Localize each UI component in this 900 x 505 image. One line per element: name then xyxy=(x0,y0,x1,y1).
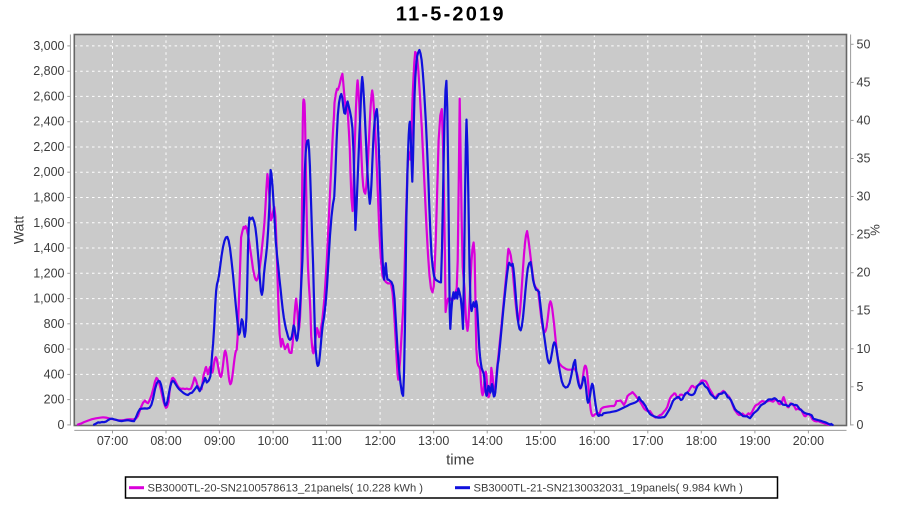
svg-text:45: 45 xyxy=(857,75,871,89)
svg-text:2,000: 2,000 xyxy=(33,165,64,179)
svg-text:10: 10 xyxy=(857,342,871,356)
svg-text:14:00: 14:00 xyxy=(472,434,503,448)
svg-text:400: 400 xyxy=(44,367,65,381)
svg-text:11:00: 11:00 xyxy=(311,434,341,448)
svg-text:13:00: 13:00 xyxy=(418,434,449,448)
svg-text:12:00: 12:00 xyxy=(364,434,395,448)
svg-text:Watt: Watt xyxy=(11,216,27,244)
svg-text:17:00: 17:00 xyxy=(632,434,663,448)
svg-text:16:00: 16:00 xyxy=(579,434,610,448)
svg-text:1,600: 1,600 xyxy=(33,216,64,230)
svg-text:1,400: 1,400 xyxy=(33,241,64,255)
svg-text:200: 200 xyxy=(44,393,65,407)
svg-text:1,000: 1,000 xyxy=(33,292,64,306)
svg-text:25: 25 xyxy=(857,228,871,242)
svg-text:time: time xyxy=(446,452,474,469)
svg-text:%: % xyxy=(868,224,883,236)
svg-text:15: 15 xyxy=(857,304,871,318)
svg-text:10:00: 10:00 xyxy=(257,434,288,448)
svg-text:SB3000TL-20-SN2100578613_21pan: SB3000TL-20-SN2100578613_21panels( 10.22… xyxy=(148,483,424,495)
svg-text:35: 35 xyxy=(857,152,871,166)
svg-text:19:00: 19:00 xyxy=(739,434,770,448)
svg-text:08:00: 08:00 xyxy=(150,434,181,448)
svg-text:0: 0 xyxy=(58,418,65,432)
svg-text:07:00: 07:00 xyxy=(97,434,128,448)
svg-text:0: 0 xyxy=(857,418,864,432)
svg-text:18:00: 18:00 xyxy=(686,434,717,448)
svg-text:15:00: 15:00 xyxy=(525,434,556,448)
svg-text:20: 20 xyxy=(857,266,871,280)
svg-text:2,800: 2,800 xyxy=(33,64,64,78)
svg-text:2,600: 2,600 xyxy=(33,89,64,103)
svg-text:09:00: 09:00 xyxy=(204,434,235,448)
svg-text:800: 800 xyxy=(44,317,65,331)
svg-text:2,200: 2,200 xyxy=(33,140,64,154)
svg-text:600: 600 xyxy=(44,342,65,356)
svg-text:30: 30 xyxy=(857,190,871,204)
svg-text:SB3000TL-21-SN2130032031_19pan: SB3000TL-21-SN2130032031_19panels( 9.984… xyxy=(474,483,744,495)
svg-text:40: 40 xyxy=(857,113,871,127)
svg-text:11-5-2019: 11-5-2019 xyxy=(396,4,506,26)
svg-text:20:00: 20:00 xyxy=(793,434,824,448)
svg-text:1,200: 1,200 xyxy=(33,266,64,280)
svg-text:50: 50 xyxy=(857,37,871,51)
svg-text:3,000: 3,000 xyxy=(33,39,64,53)
svg-text:1,800: 1,800 xyxy=(33,191,64,205)
svg-text:2,400: 2,400 xyxy=(33,115,64,129)
svg-text:5: 5 xyxy=(857,380,864,394)
